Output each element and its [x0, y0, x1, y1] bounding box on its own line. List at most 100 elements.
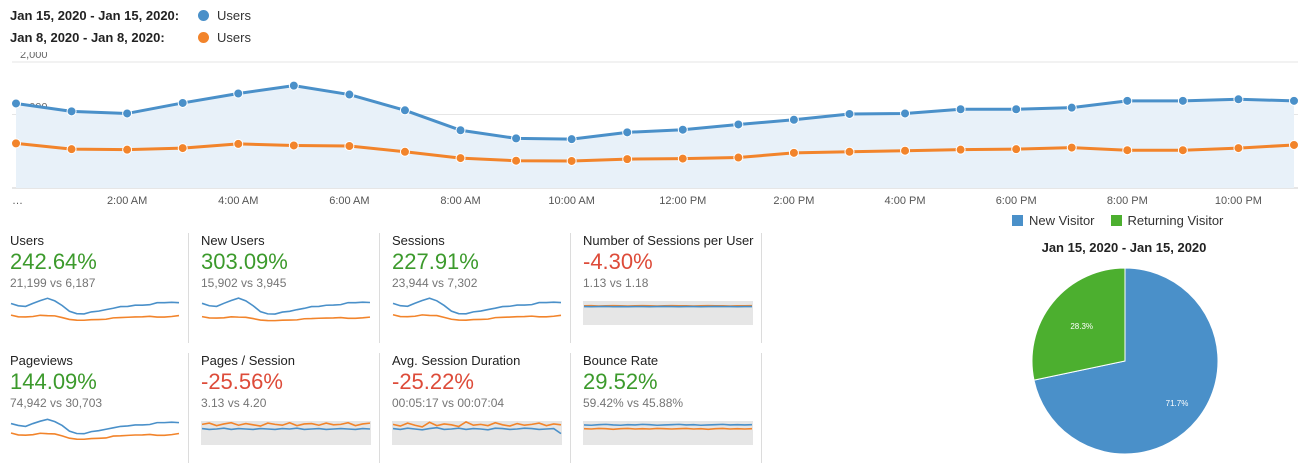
metric-label: Bounce Rate [583, 353, 658, 368]
new-visitor-swatch-icon [1012, 215, 1023, 226]
data-point-previous [512, 156, 521, 165]
data-point-previous [400, 147, 409, 156]
sparkline-current [11, 298, 179, 314]
data-point-current [789, 115, 798, 124]
pie-legend: New Visitor Returning Visitor [1012, 213, 1223, 228]
data-point-current [178, 98, 187, 107]
data-point-previous [178, 144, 187, 153]
metric-bounce-rate[interactable]: Bounce Rate 29.52% 59.42% vs 45.88% [583, 353, 762, 463]
data-point-current [289, 81, 298, 90]
metric-sparkline [392, 293, 562, 325]
metric-comparison: 15,902 vs 3,945 [201, 276, 286, 290]
metric-comparison: 00:05:17 vs 00:07:04 [392, 396, 504, 410]
data-point-current [1123, 96, 1132, 105]
data-point-current [345, 90, 354, 99]
data-point-previous [845, 147, 854, 156]
metric-comparison: 3.13 vs 4.20 [201, 396, 266, 410]
metric-sessions-per-user[interactable]: Number of Sessions per User -4.30% 1.13 … [583, 233, 762, 343]
data-point-previous [567, 156, 576, 165]
data-point-current [1012, 105, 1021, 114]
metric-change: 144.09% [10, 369, 97, 395]
x-tick-label: 4:00 PM [885, 195, 926, 207]
legend-previous-label: Users [217, 30, 251, 45]
x-tick-label: 10:00 AM [548, 195, 594, 207]
sparkline-previous [11, 433, 179, 439]
data-point-previous [678, 154, 687, 163]
sparkline-shade [583, 301, 753, 325]
metric-label: Sessions [392, 233, 445, 248]
legend-current-label: Users [217, 8, 251, 23]
data-point-previous [1290, 140, 1299, 149]
data-point-current [12, 99, 21, 108]
metric-change: -25.22% [392, 369, 474, 395]
metric-sparkline [201, 293, 371, 325]
users-area-fill [16, 86, 1294, 188]
pie-slice-label: 71.7% [1166, 399, 1189, 408]
metric-sparkline [10, 293, 180, 325]
data-point-previous [456, 154, 465, 163]
pie-legend-new-visitor[interactable]: New Visitor [1029, 213, 1095, 228]
data-point-previous [789, 148, 798, 157]
data-point-current [512, 134, 521, 143]
legend-current: Jan 15, 2020 - Jan 15, 2020: Users [10, 5, 251, 25]
metric-sparkline [583, 413, 753, 445]
x-tick-label: 8:00 PM [1107, 195, 1148, 207]
data-point-previous [234, 139, 243, 148]
x-tick-label: 6:00 PM [996, 195, 1037, 207]
y-tick-label: 2,000 [20, 52, 48, 61]
data-point-current [734, 120, 743, 129]
pie-slice-label: 28.3% [1070, 322, 1093, 331]
sparkline-current [202, 428, 370, 429]
legend-current-range: Jan 15, 2020 - Jan 15, 2020: [10, 8, 188, 23]
metric-comparison: 23,944 vs 7,302 [392, 276, 477, 290]
metric-users[interactable]: Users 242.64% 21,199 vs 6,187 [10, 233, 189, 343]
metric-label: Avg. Session Duration [392, 353, 520, 368]
metric-sparkline [201, 413, 371, 445]
metric-comparison: 59.42% vs 45.88% [583, 396, 683, 410]
data-point-current [845, 109, 854, 118]
metric-pageviews[interactable]: Pageviews 144.09% 74,942 vs 30,703 [10, 353, 189, 463]
data-point-current [1290, 96, 1299, 105]
data-point-previous [67, 145, 76, 154]
metric-change: 242.64% [10, 249, 97, 275]
x-tick-label: … [12, 195, 23, 207]
data-point-previous [123, 145, 132, 154]
data-point-current [901, 109, 910, 118]
metric-sessions[interactable]: Sessions 227.91% 23,944 vs 7,302 [392, 233, 571, 343]
x-tick-label: 8:00 AM [440, 195, 480, 207]
metric-label: Users [10, 233, 44, 248]
data-point-previous [623, 155, 632, 164]
metric-change: 227.91% [392, 249, 479, 275]
data-point-previous [345, 142, 354, 151]
metric-pages-per-session[interactable]: Pages / Session -25.56% 3.13 vs 4.20 [201, 353, 380, 463]
x-tick-label: 4:00 AM [218, 195, 258, 207]
sparkline-current [393, 298, 561, 314]
sparkline-current [584, 424, 752, 425]
legend-previous-dot-icon [198, 32, 209, 43]
data-point-previous [1178, 146, 1187, 155]
users-line-chart: 2,0001,000…2:00 AM4:00 AM6:00 AM8:00 AM1… [0, 52, 1313, 212]
legend-current-dot-icon [198, 10, 209, 21]
metric-avg-session-duration[interactable]: Avg. Session Duration -25.22% 00:05:17 v… [392, 353, 571, 463]
metric-label: New Users [201, 233, 265, 248]
x-tick-label: 6:00 AM [329, 195, 369, 207]
metric-change: 303.09% [201, 249, 288, 275]
data-point-current [234, 89, 243, 98]
data-point-current [1178, 96, 1187, 105]
metric-comparison: 74,942 vs 30,703 [10, 396, 102, 410]
returning-visitor-swatch-icon [1111, 215, 1122, 226]
data-point-previous [1067, 143, 1076, 152]
data-point-previous [1012, 145, 1021, 154]
sparkline-previous [202, 317, 370, 321]
data-point-current [567, 135, 576, 144]
metric-sparkline [583, 293, 753, 325]
pie-legend-returning-visitor[interactable]: Returning Visitor [1128, 213, 1224, 228]
data-point-current [456, 126, 465, 135]
metric-change: 29.52% [583, 369, 658, 395]
metric-comparison: 1.13 vs 1.18 [583, 276, 648, 290]
metric-new-users[interactable]: New Users 303.09% 15,902 vs 3,945 [201, 233, 380, 343]
visitor-pie-chart: 71.7% 28.3% [1030, 266, 1220, 456]
data-point-current [67, 107, 76, 116]
metric-comparison: 21,199 vs 6,187 [10, 276, 95, 290]
metric-sparkline [10, 413, 180, 445]
